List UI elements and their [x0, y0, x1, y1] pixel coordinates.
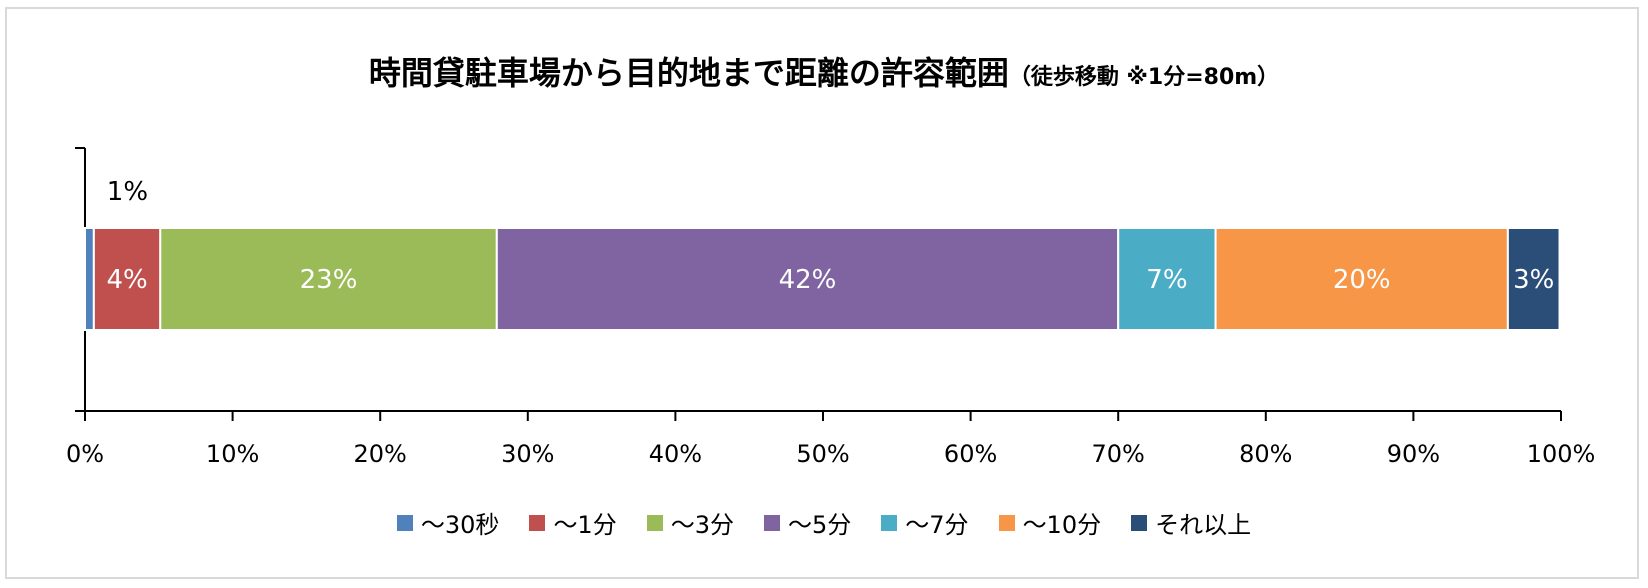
legend-swatch: [646, 514, 663, 531]
x-tick-label: 100%: [1527, 440, 1596, 468]
legend-swatch: [881, 514, 898, 531]
x-tick-label: 40%: [649, 440, 702, 468]
chart-legend: ～30秒 ～1分 ～3分 ～5分 ～7分 ～10分 それ以上: [0, 505, 1648, 540]
legend-label: ～30秒: [420, 511, 500, 539]
legend-swatch: [998, 514, 1015, 531]
legend-swatch: [764, 514, 780, 531]
bar-segment-7: [1506, 227, 1561, 331]
data-label-6: 20%: [1333, 265, 1391, 295]
x-tick-label: 20%: [354, 440, 407, 468]
legend-item-1: ～30秒: [396, 505, 500, 540]
legend-item-6: ～10分: [998, 505, 1102, 540]
x-tick-label: 10%: [206, 440, 259, 468]
legend-item-7: それ以上: [1131, 505, 1251, 540]
legend-label: ～10分: [1022, 511, 1102, 539]
bar-segments: 1% 4% 23% 42% 7% 20% 3%: [84, 177, 1561, 331]
legend-item-2: ～1分: [529, 505, 617, 540]
legend-item-3: ～3分: [646, 505, 734, 540]
x-tick-label: 30%: [501, 440, 554, 468]
data-label-4: 42%: [779, 265, 837, 295]
legend-label: ～1分: [553, 511, 617, 539]
data-label-7: 3%: [1513, 265, 1554, 295]
legend-swatch: [396, 514, 413, 531]
x-tick-label: 80%: [1239, 440, 1292, 468]
bar-segment-3: [159, 227, 498, 331]
x-tick-label: 50%: [796, 440, 849, 468]
data-label-5: 7%: [1146, 265, 1187, 295]
x-tick-label: 70%: [1092, 440, 1145, 468]
x-axis-ticks: 0% 10% 20% 30% 40% 50% 60% 70% 80% 90% 100%: [66, 411, 1595, 468]
legend-label: ～7分: [905, 511, 969, 539]
legend-label: ～3分: [670, 511, 734, 539]
chart-title: 時間貸駐車場から目的地まで距離の許容範囲（徒歩移動 ※1分=80m）: [0, 48, 1648, 94]
x-tick-label: 0%: [66, 440, 104, 468]
legend-label: それ以上: [1155, 511, 1252, 539]
legend-item-4: ～5分: [764, 505, 851, 540]
legend-item-5: ～7分: [881, 505, 969, 540]
bar-segment-1: [84, 227, 95, 331]
x-tick-label: 90%: [1387, 440, 1440, 468]
bar-segment-4: [495, 227, 1120, 331]
legend-label: ～5分: [788, 511, 852, 539]
bar-segment-5: [1117, 227, 1217, 331]
data-label-2: 4%: [106, 265, 147, 295]
legend-swatch: [1131, 514, 1148, 531]
bar-segment-6: [1214, 227, 1509, 331]
chart-title-main: 時間貸駐車場から目的地まで距離の許容範囲: [368, 54, 1009, 92]
legend-swatch: [529, 514, 546, 531]
data-label-1: 1%: [107, 177, 148, 207]
chart-title-subtitle: （徒歩移動 ※1分=80m）: [1008, 65, 1280, 90]
x-tick-label: 60%: [944, 440, 997, 468]
data-label-3: 23%: [300, 265, 358, 295]
